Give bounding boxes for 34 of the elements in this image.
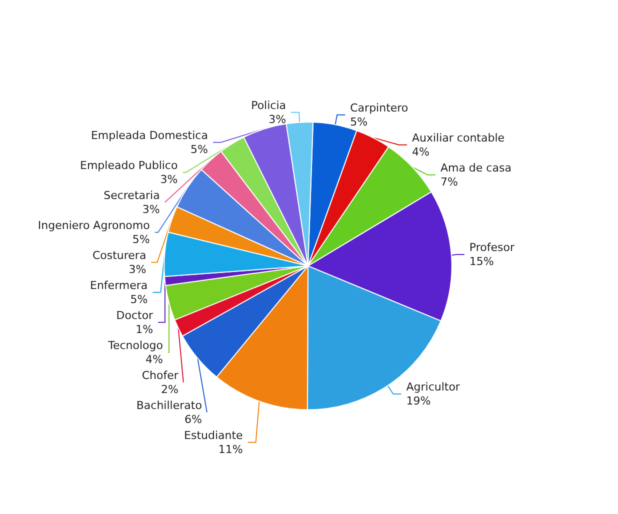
data-label: 2%: [160, 382, 178, 396]
slice-label: Profesor: [469, 241, 515, 254]
data-label: 5%: [190, 142, 208, 156]
data-label: 3%: [268, 112, 286, 126]
data-label: 7%: [440, 175, 458, 188]
slice-label: Bachillerato: [136, 398, 202, 412]
data-label: 3%: [160, 172, 178, 186]
slice-label: Ama de casa: [440, 161, 512, 174]
slice-label: Costurera: [92, 248, 146, 262]
slice-label: Chofer: [142, 368, 179, 382]
slice-label: Empleada Domestica: [90, 128, 208, 142]
slice-label: Auxiliar contable: [412, 131, 505, 144]
data-label: 11%: [218, 442, 243, 456]
data-label: 5%: [350, 115, 368, 128]
slice-label: Agricultor: [406, 380, 460, 394]
data-label: 3%: [142, 202, 160, 216]
data-label: 6%: [184, 412, 202, 426]
data-label: 4%: [412, 145, 430, 158]
slice-label: Policia: [251, 98, 286, 112]
data-label: 3%: [128, 262, 146, 276]
data-label: 15%: [469, 255, 494, 268]
slice-label: Tecnologo: [107, 338, 164, 352]
data-label: 5%: [130, 292, 148, 306]
data-label: 19%: [406, 394, 431, 408]
slice-label: Empleado Publico: [80, 158, 178, 172]
data-label: 5%: [132, 232, 150, 246]
data-label: 1%: [136, 322, 154, 336]
slice-label: Ingeniero Agronomo: [38, 218, 150, 232]
slice-label: Enfermera: [90, 278, 148, 292]
data-label: 4%: [146, 352, 163, 366]
slice-label: Doctor: [116, 308, 154, 322]
slice-label: Carpintero: [350, 101, 408, 114]
slice-label: Secretaria: [104, 188, 160, 202]
slice-label: Estudiante: [184, 428, 244, 442]
